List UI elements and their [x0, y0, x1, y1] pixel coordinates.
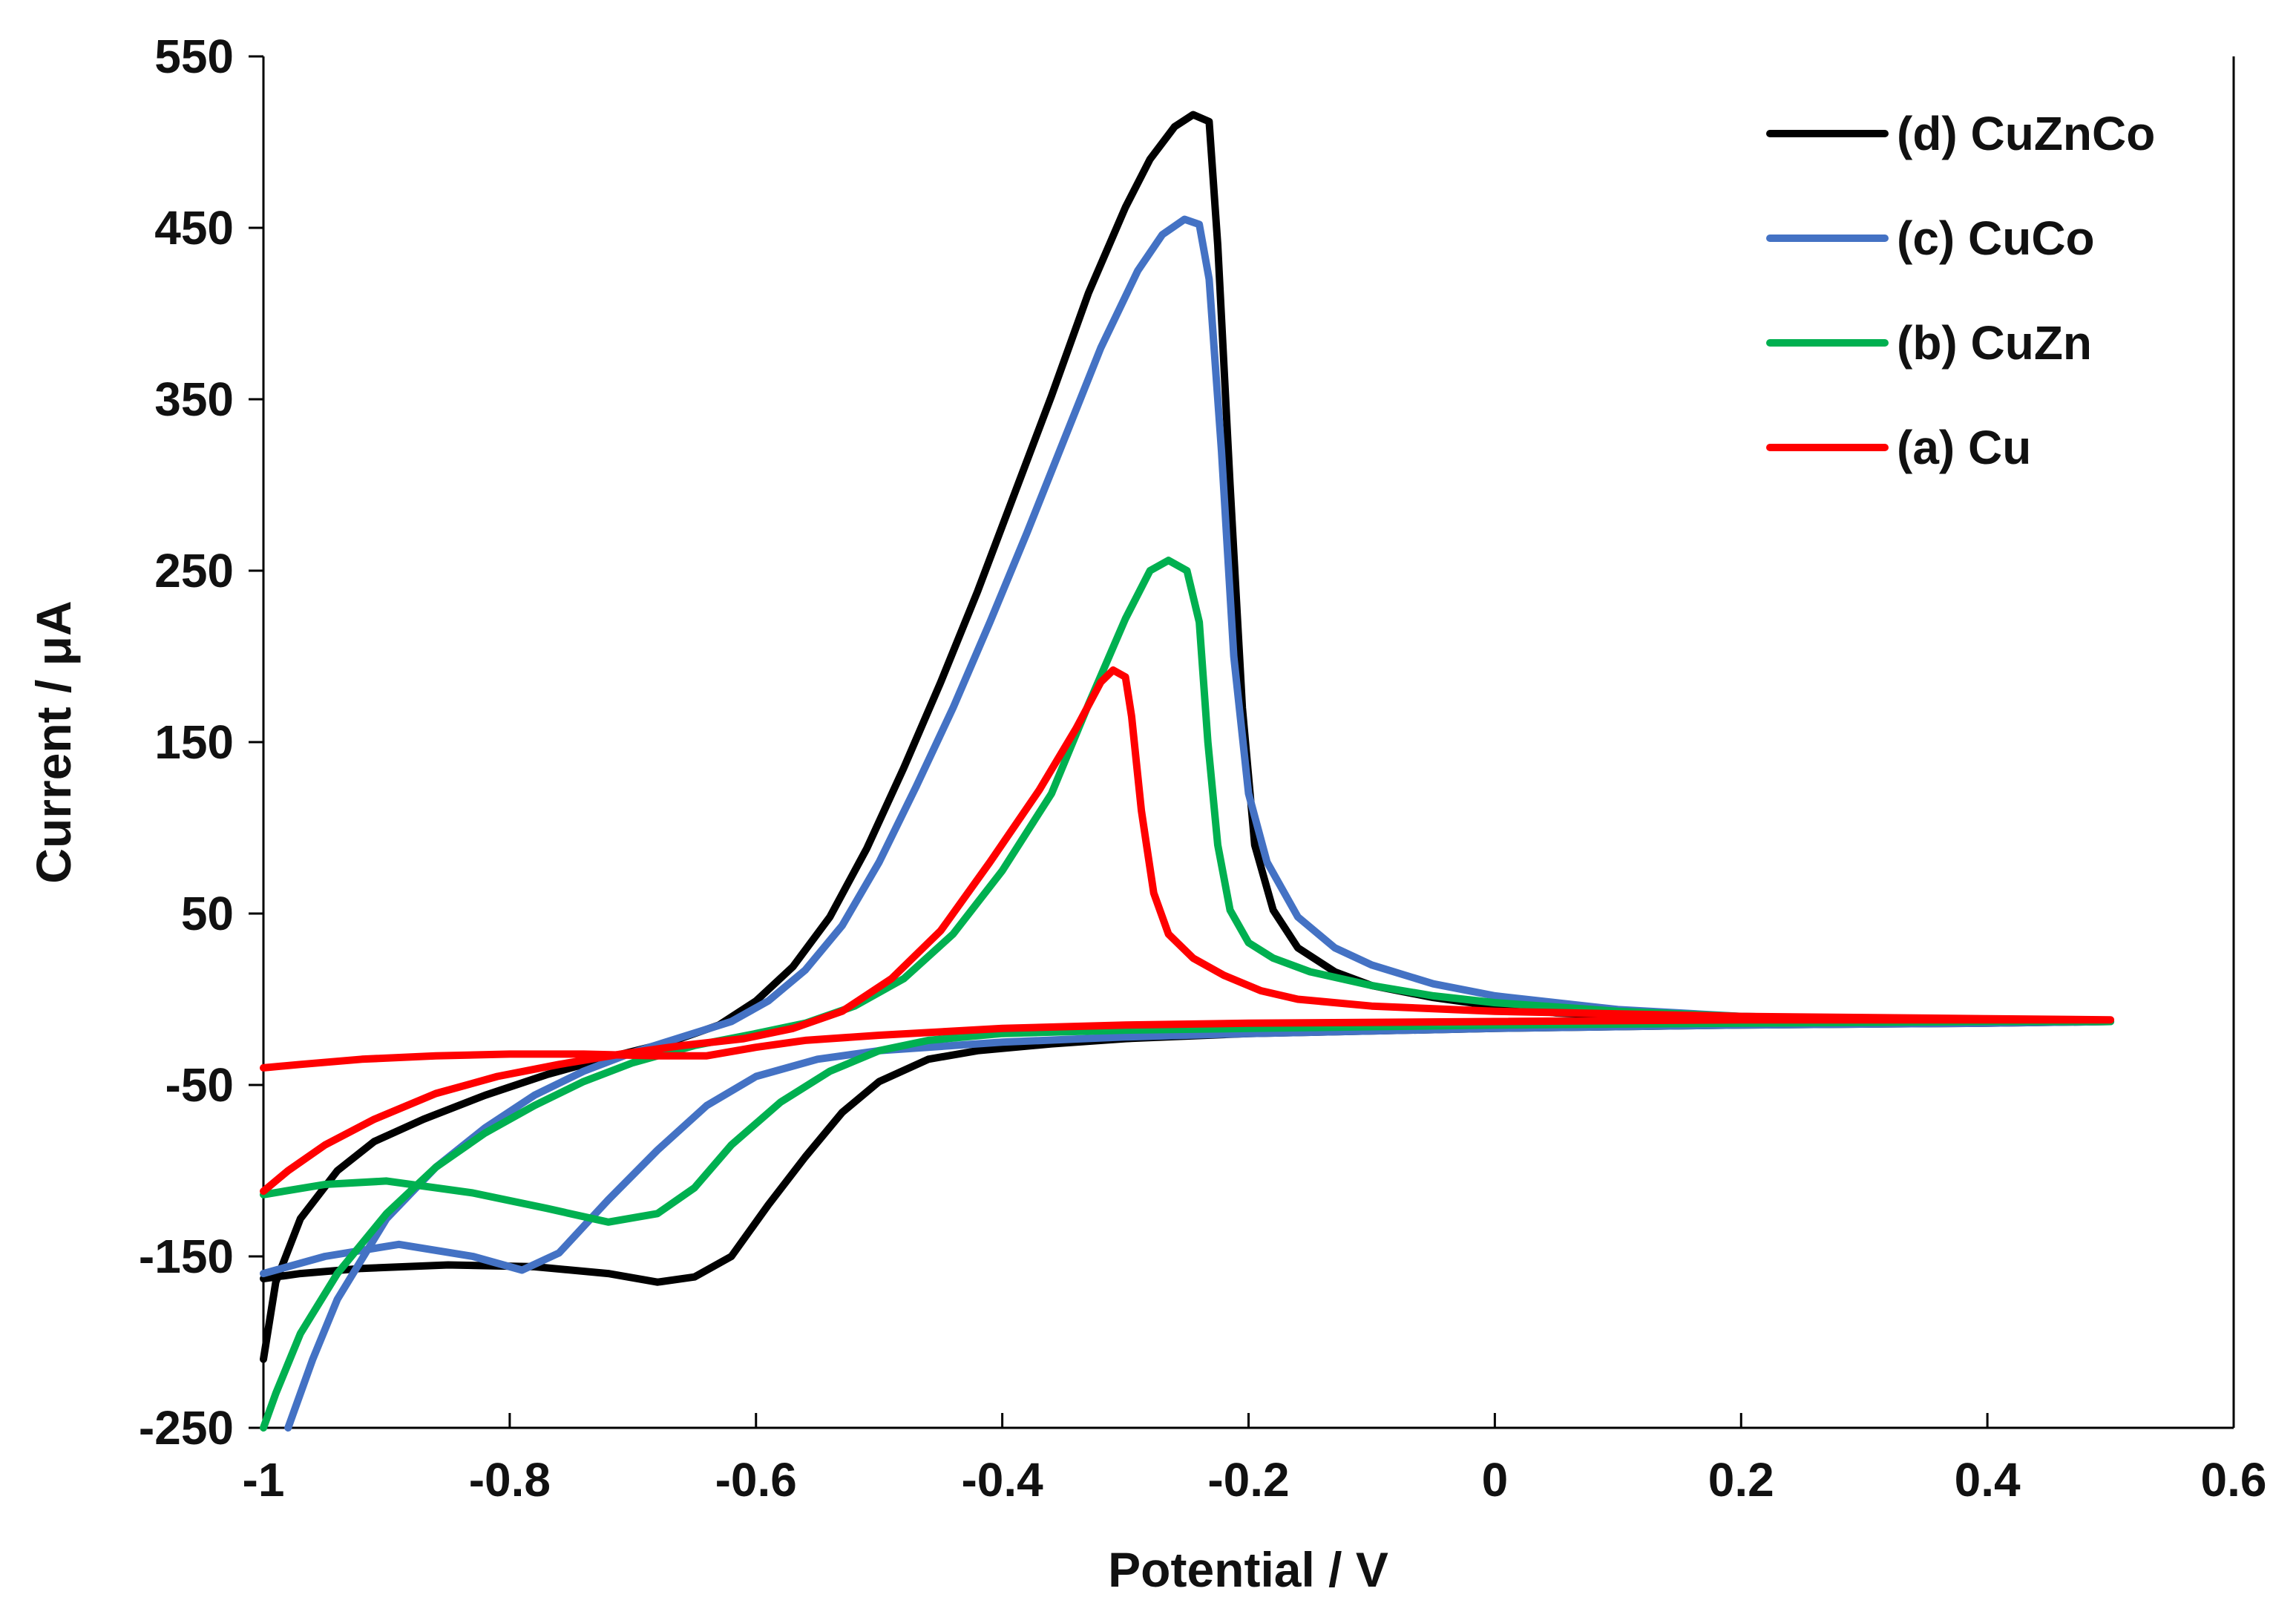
series-lines	[260, 111, 2115, 1432]
legend-label: (d) CuZnCo	[1897, 107, 2155, 160]
x-tick-label: -1	[243, 1453, 285, 1506]
y-tick-label: 250	[154, 544, 234, 597]
y-tick-label: 150	[154, 715, 234, 769]
y-tick-label: -150	[139, 1230, 234, 1283]
series-line-cuco	[260, 215, 2115, 1432]
legend-label: (c) CuCo	[1897, 212, 2095, 265]
y-tick-label: 50	[181, 887, 234, 940]
x-tick-label: 0	[1482, 1453, 1509, 1506]
y-axis-title: Current / μA	[26, 600, 81, 883]
legend-label: (a) Cu	[1897, 421, 2031, 474]
x-axis-title: Potential / V	[1108, 1542, 1388, 1597]
x-tick-label: -0.4	[961, 1453, 1043, 1506]
x-ticks: -1 -0.8 -0.6 -0.4 -0.2 0 0.2 0.4 0.6	[243, 1413, 2267, 1506]
legend-label: (b) CuZn	[1897, 316, 2092, 370]
y-tick-label: -250	[139, 1401, 234, 1455]
y-tick-label: 450	[154, 201, 234, 255]
x-tick-label: 0.4	[1955, 1453, 2021, 1506]
legend: (d) CuZnCo (c) CuCo (b) CuZn (a) Cu	[1766, 107, 2155, 474]
x-tick-label: -0.8	[469, 1453, 551, 1506]
y-ticks: -250 -150 -50 50 150 250 350 450 550	[139, 30, 263, 1455]
x-tick-label: 0.6	[2201, 1453, 2267, 1506]
x-tick-label: -0.6	[715, 1453, 797, 1506]
series-line-cu	[260, 666, 2115, 1196]
y-tick-label: 550	[154, 30, 234, 83]
y-tick-label: 350	[154, 373, 234, 426]
x-tick-label: -0.2	[1207, 1453, 1289, 1506]
series-line-cuzn	[260, 557, 2115, 1432]
y-tick-label: -50	[165, 1058, 234, 1112]
x-tick-label: 0.2	[1708, 1453, 1774, 1506]
